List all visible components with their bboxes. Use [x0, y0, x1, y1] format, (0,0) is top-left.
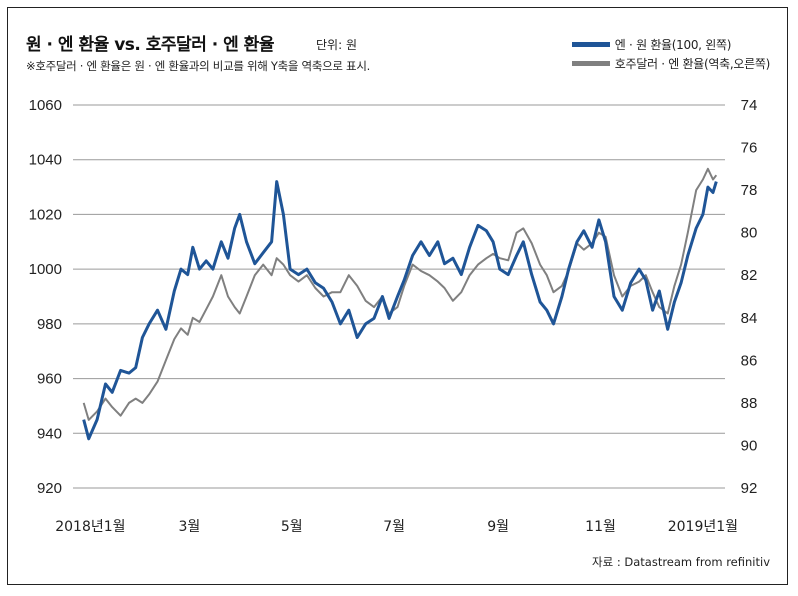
y-left-tick-label: 960: [37, 371, 62, 388]
x-tick-label: 2019년1월: [668, 519, 738, 535]
y-right-tick-label: 86: [741, 352, 758, 369]
y-left-tick-label: 920: [37, 480, 62, 497]
legend-item-krw-jpy: 엔 · 원 환율(100, 왼쪽): [571, 35, 770, 54]
x-tick-label: 2018년1월: [55, 519, 125, 535]
y-right-tick-label: 76: [741, 140, 758, 157]
y-left-tick-label: 1040: [29, 152, 62, 169]
y-right-tick-label: 82: [741, 267, 758, 284]
y-left-tick-label: 1060: [29, 97, 62, 114]
y-right-tick-label: 80: [741, 225, 758, 242]
legend-label-aud-jpy: 호주달러 · 엔 환율(역축,오른쪽): [614, 57, 771, 71]
y-left-tick-label: 940: [37, 425, 62, 442]
y-right-tick-label: 84: [741, 310, 758, 327]
y-right-tick-label: 74: [741, 97, 758, 114]
x-tick-label: 9월: [487, 519, 509, 535]
y-left-tick-label: 1000: [29, 261, 62, 278]
series-line-aud-jpy: [82, 167, 718, 421]
legend-item-aud-jpy: 호주달러 · 엔 환율(역축,오른쪽): [571, 54, 771, 73]
source-note: 자료 : Datastream from refinitiv: [592, 555, 770, 569]
y-right-tick-label: 90: [741, 437, 758, 454]
y-right-tick-label: 88: [741, 395, 758, 412]
y-left-tick-label: 1020: [29, 206, 62, 223]
series-line-krw-jpy: [82, 180, 718, 441]
x-tick-label: 11월: [585, 519, 616, 535]
x-tick-label: 7월: [383, 519, 405, 535]
legend: 엔 · 원 환율(100, 왼쪽) 호주달러 · 엔 환율(역축,오른쪽): [571, 35, 771, 73]
y-right-tick-label: 92: [741, 480, 758, 497]
legend-swatch-krw-jpy: [571, 42, 610, 47]
unit-label: 단위: 원: [316, 38, 357, 52]
legend-swatch-aud-jpy: [571, 61, 610, 66]
axis-note: ※호주달러 · 엔 환율은 원 · 엔 환율과의 비교를 위해 Y축을 역축으로…: [26, 59, 370, 73]
y-left-tick-label: 980: [37, 316, 62, 333]
y-right-tick-label: 78: [741, 182, 758, 199]
chart-title: 원 · 엔 환율 vs. 호주달러 · 엔 환율: [26, 35, 274, 55]
x-tick-label: 3월: [178, 519, 200, 535]
x-tick-label: 5월: [281, 519, 303, 535]
legend-label-krw-jpy: 엔 · 원 환율(100, 왼쪽): [614, 38, 732, 52]
